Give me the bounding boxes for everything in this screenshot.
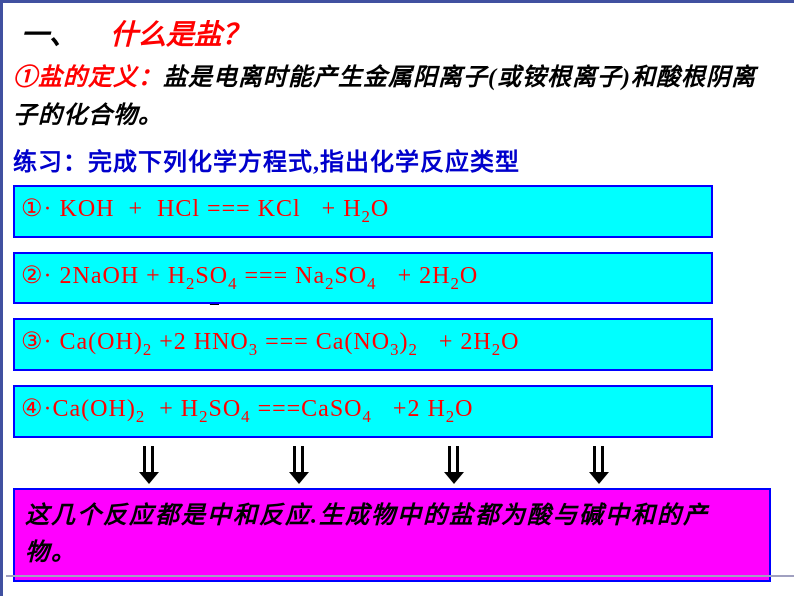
arrow-row <box>13 446 794 486</box>
heading-number: 一、 <box>21 20 77 51</box>
conclusion-box: 这几个反应都是中和反应.生成物中的盐都为酸与碱中和的产物。 <box>13 488 771 582</box>
bottom-rule <box>6 575 794 577</box>
equation-list: ①· KOH + HCl === KCl + H2O ②· 2NaOH + H2… <box>13 185 794 438</box>
definition-label: ①盐的定义： <box>13 65 163 91</box>
slide: 一、 什么是盐？ ①盐的定义：盐是电离时能产生金属阳离子(或铵根离子)和酸根阴离… <box>0 0 794 596</box>
heading: 一、 什么是盐？ <box>21 13 794 53</box>
equation-4: ④·Ca(OH)2 + H2SO4 ===CaSO4 +2 H2O <box>13 385 713 438</box>
equation-2: ②· 2NaOH + H2SO4 === Na2SO4 + 2H2O <box>13 252 713 305</box>
heading-title: 什么是盐？ <box>110 20 250 51</box>
exercise-prompt: 练习：完成下列化学方程式,指出化学反应类型 <box>13 142 794 177</box>
definition: ①盐的定义：盐是电离时能产生金属阳离子(或铵根离子)和酸根阴离子的化合物。 <box>13 59 776 136</box>
equation-1: ①· KOH + HCl === KCl + H2O <box>13 185 713 238</box>
equation-3: ③· Ca(OH)2 +2 HNO3 === Ca(NO3)2 + 2H2O <box>13 318 713 371</box>
